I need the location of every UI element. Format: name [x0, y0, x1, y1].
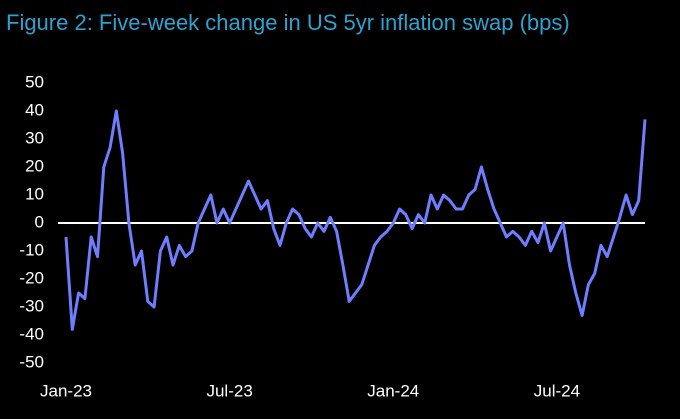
x-tick-label: Jul-23	[206, 381, 252, 400]
y-tick-label: 10	[25, 184, 44, 203]
chart-title: Figure 2: Five-week change in US 5yr inf…	[6, 10, 570, 35]
y-tick-label: -40	[19, 324, 44, 343]
y-tick-label: 20	[25, 156, 44, 175]
y-tick-label: -30	[19, 296, 44, 315]
y-tick-label: -50	[19, 352, 44, 371]
y-tick-label: -20	[19, 268, 44, 287]
y-tick-label: 0	[35, 212, 44, 231]
series-line	[64, 109, 647, 331]
x-tick-label: Jan-23	[40, 381, 92, 400]
y-tick-label: -10	[19, 240, 44, 259]
y-tick-label: 30	[25, 128, 44, 147]
x-tick-label: Jul-24	[534, 381, 580, 400]
x-tick-label: Jan-24	[367, 381, 419, 400]
y-tick-label: 50	[25, 72, 44, 91]
y-tick-label: 40	[25, 100, 44, 119]
